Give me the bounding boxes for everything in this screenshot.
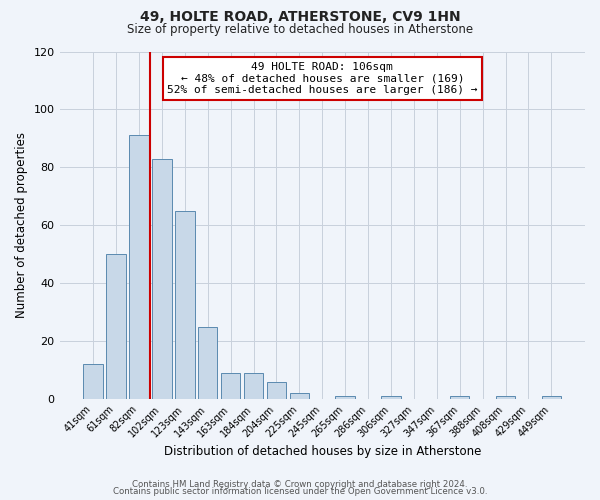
X-axis label: Distribution of detached houses by size in Atherstone: Distribution of detached houses by size … [164, 444, 481, 458]
Bar [129, 136, 149, 399]
Bar [198, 326, 217, 399]
Text: Contains public sector information licensed under the Open Government Licence v3: Contains public sector information licen… [113, 488, 487, 496]
Text: 49 HOLTE ROAD: 106sqm
← 48% of detached houses are smaller (169)
52% of semi-det: 49 HOLTE ROAD: 106sqm ← 48% of detached … [167, 62, 478, 95]
Text: 49, HOLTE ROAD, ATHERSTONE, CV9 1HN: 49, HOLTE ROAD, ATHERSTONE, CV9 1HN [140, 10, 460, 24]
Bar [221, 373, 241, 399]
Bar [152, 158, 172, 399]
Bar [450, 396, 469, 399]
Text: Contains HM Land Registry data © Crown copyright and database right 2024.: Contains HM Land Registry data © Crown c… [132, 480, 468, 489]
Bar [496, 396, 515, 399]
Bar [290, 394, 309, 399]
Bar [106, 254, 126, 399]
Bar [175, 211, 194, 399]
Text: Size of property relative to detached houses in Atherstone: Size of property relative to detached ho… [127, 22, 473, 36]
Bar [381, 396, 401, 399]
Bar [244, 373, 263, 399]
Bar [335, 396, 355, 399]
Bar [542, 396, 561, 399]
Y-axis label: Number of detached properties: Number of detached properties [15, 132, 28, 318]
Bar [83, 364, 103, 399]
Bar [267, 382, 286, 399]
